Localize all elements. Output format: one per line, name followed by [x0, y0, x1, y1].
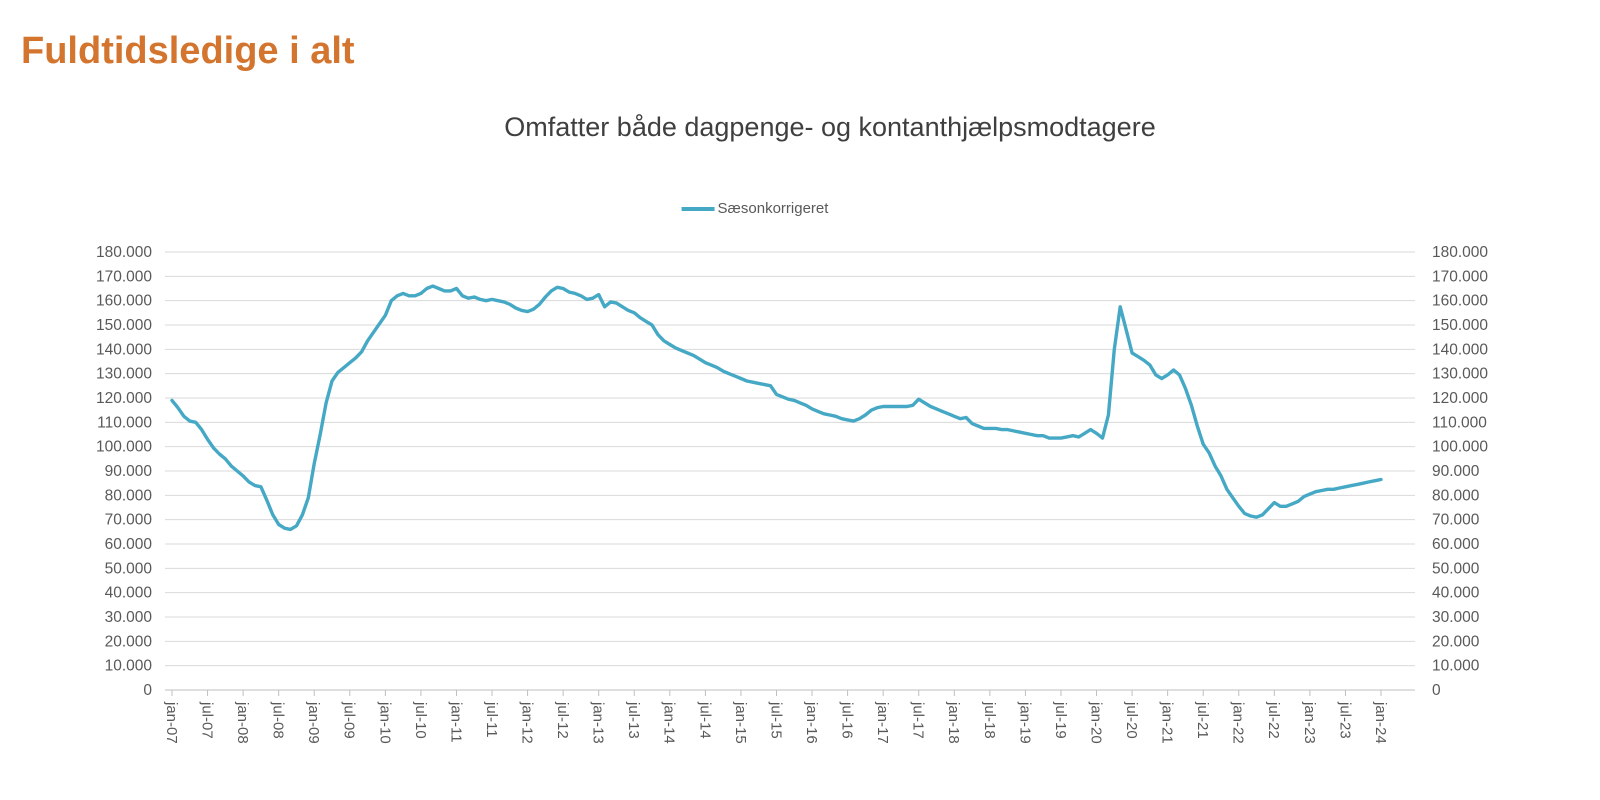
- chart-legend[interactable]: Sæsonkorrigeret: [681, 200, 829, 217]
- y-axis-label-left: 120.000: [96, 390, 152, 407]
- y-axis-label-left: 100.000: [96, 439, 152, 456]
- x-axis-label: jul-23: [1336, 701, 1353, 739]
- x-axis-label: jan-11: [447, 701, 464, 743]
- y-axis-label-left: 150.000: [96, 317, 152, 334]
- legend-label: Sæsonkorrigeret: [717, 200, 829, 217]
- y-axis-label-left: 90.000: [105, 463, 153, 480]
- y-axis-label-left: 10.000: [105, 658, 153, 675]
- x-axis-label: jul-17: [910, 701, 927, 739]
- x-axis-label: jul-07: [198, 701, 215, 739]
- x-axis-label: jan-12: [518, 701, 535, 744]
- x-axis-label: jan-18: [945, 701, 962, 744]
- y-axis-label-left: 160.000: [96, 293, 152, 310]
- x-axis-label: jan-08: [234, 701, 251, 744]
- x-axis-label: jan-19: [1016, 701, 1033, 744]
- y-axis-label-right: 140.000: [1432, 341, 1488, 358]
- x-axis-label: jan-22: [1230, 701, 1247, 744]
- y-axis-label-left: 40.000: [105, 585, 153, 602]
- x-axis-label: jul-15: [767, 701, 784, 739]
- x-axis-label: jul-21: [1194, 701, 1211, 739]
- x-axis-label: jan-15: [732, 701, 749, 744]
- y-axis-label-right: 160.000: [1432, 293, 1488, 310]
- x-axis-label: jul-13: [625, 701, 642, 739]
- x-axis-label: jul-11: [483, 701, 500, 738]
- x-axis-label: jul-08: [270, 701, 287, 739]
- y-axis-label-right: 80.000: [1432, 487, 1480, 504]
- chart-subtitle: Omfatter både dagpenge- og kontanthjælps…: [504, 112, 1156, 142]
- x-axis-label: jul-19: [1052, 701, 1069, 739]
- x-axis-label: jan-14: [661, 701, 678, 744]
- y-axis-label-left: 180.000: [96, 244, 152, 261]
- y-axis-label-left: 30.000: [105, 609, 153, 626]
- y-axis-label-left: 80.000: [105, 487, 153, 504]
- x-axis-label: jul-16: [839, 701, 856, 739]
- x-axis-label: jan-10: [376, 701, 393, 744]
- x-axis-label: jan-23: [1301, 701, 1318, 744]
- x-axis-label: jul-14: [696, 701, 713, 739]
- x-axis-label: jan-16: [803, 701, 820, 744]
- y-axis-label-right: 170.000: [1432, 268, 1488, 285]
- page-title: Fuldtidsledige i alt: [21, 30, 355, 72]
- y-axis-label-left: 110.000: [97, 414, 152, 431]
- y-axis-label-left: 20.000: [105, 633, 153, 650]
- y-axis-label-left: 170.000: [96, 268, 152, 285]
- y-axis-label-left: 0: [143, 682, 152, 699]
- x-axis-label: jul-09: [341, 701, 358, 739]
- y-axis-label-right: 180.000: [1432, 244, 1488, 261]
- legend-line-swatch: [681, 206, 715, 211]
- y-axis-label-right: 70.000: [1432, 512, 1480, 529]
- x-axis-label: jan-17: [874, 701, 891, 744]
- y-axis-label-right: 110.000: [1432, 414, 1487, 431]
- series-line: [170, 284, 1383, 532]
- y-axis-label-right: 50.000: [1432, 560, 1480, 577]
- x-axis-label: jul-22: [1265, 701, 1282, 739]
- x-axis-label: jul-10: [412, 701, 429, 739]
- x-axis-label: jul-20: [1123, 701, 1140, 739]
- x-axis-label: jan-09: [305, 701, 322, 744]
- x-axis-label: jan-13: [590, 701, 607, 744]
- y-axis-label-right: 90.000: [1432, 463, 1480, 480]
- y-axis-label-right: 10.000: [1432, 658, 1480, 675]
- y-axis-label-left: 60.000: [105, 536, 153, 553]
- y-axis-label-right: 150.000: [1432, 317, 1488, 334]
- x-axis-label: jul-12: [554, 701, 571, 739]
- y-axis-label-right: 20.000: [1432, 633, 1480, 650]
- x-axis-label: jan-21: [1159, 701, 1176, 744]
- y-axis-label-right: 100.000: [1432, 439, 1488, 456]
- x-axis-label: jan-07: [163, 701, 180, 744]
- x-axis-label: jan-24: [1372, 701, 1389, 744]
- y-axis-label-right: 120.000: [1432, 390, 1488, 407]
- y-axis-label-right: 60.000: [1432, 536, 1480, 553]
- y-axis-label-left: 50.000: [105, 560, 153, 577]
- y-axis-label-left: 140.000: [96, 341, 152, 358]
- y-axis-label-left: 130.000: [96, 366, 152, 383]
- x-axis-label: jan-20: [1087, 701, 1104, 744]
- y-axis-label-right: 0: [1432, 682, 1441, 699]
- y-axis-label-right: 40.000: [1432, 585, 1480, 602]
- y-axis-label-left: 70.000: [105, 512, 153, 529]
- y-axis-label-right: 30.000: [1432, 609, 1480, 626]
- x-axis-label: jul-18: [981, 701, 998, 739]
- y-axis-label-right: 130.000: [1432, 366, 1488, 383]
